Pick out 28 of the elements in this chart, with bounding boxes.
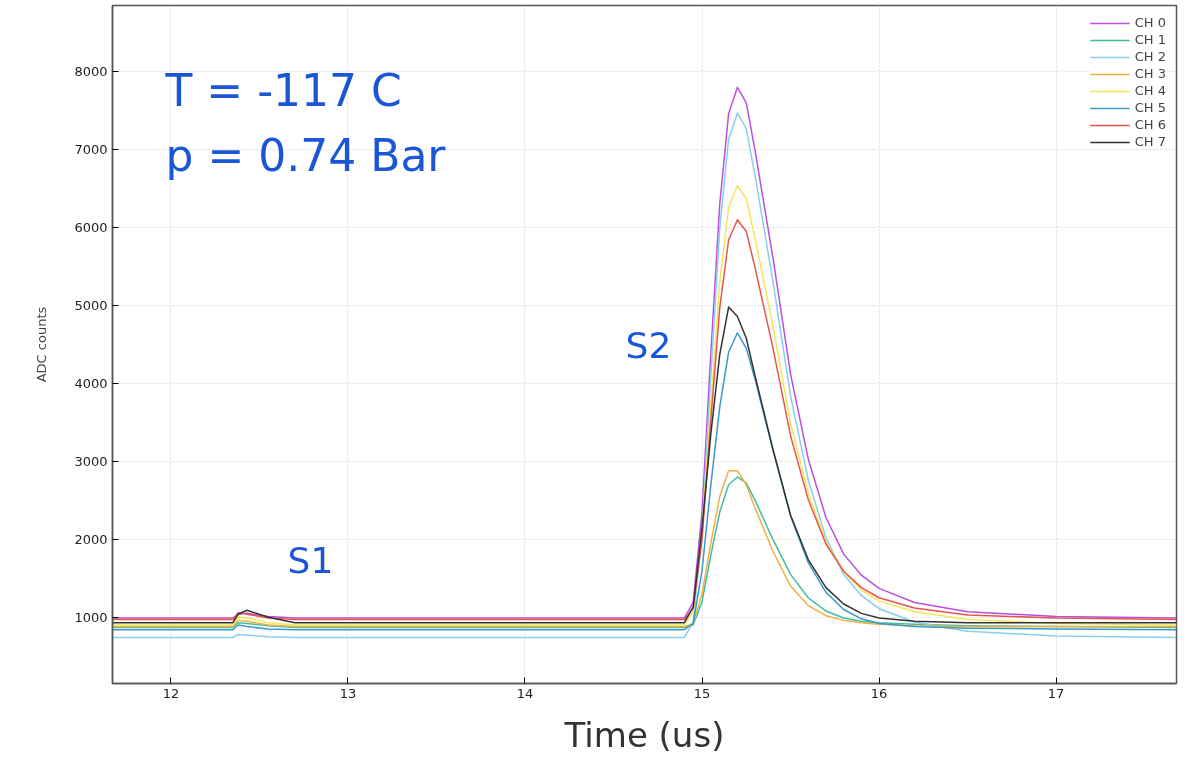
- y-tick-label: 8000: [74, 64, 108, 80]
- y-tick-label: 4000: [74, 375, 108, 391]
- x-axis-title: Time (us): [563, 714, 725, 755]
- legend-label: CH 2: [1134, 49, 1166, 64]
- annotation: T = -117 C: [164, 64, 402, 116]
- legend-label: CH 3: [1134, 66, 1166, 81]
- legend-label: CH 6: [1134, 117, 1166, 132]
- legend-label: CH 1: [1134, 32, 1166, 47]
- y-axis-title: ADC counts: [34, 306, 50, 383]
- annotation: S1: [287, 540, 334, 581]
- x-tick-label: 14: [516, 685, 534, 701]
- y-tick-label: 3000: [74, 453, 108, 469]
- legend-label: CH 4: [1134, 83, 1166, 98]
- legend-label: CH 7: [1134, 134, 1166, 149]
- y-tick-label: 5000: [74, 298, 108, 314]
- x-tick-label: 13: [339, 685, 357, 701]
- y-tick-label: 7000: [74, 142, 108, 158]
- y-tick-label: 1000: [74, 609, 108, 625]
- x-tick-label: 17: [1047, 685, 1065, 701]
- y-tick-label: 6000: [74, 220, 108, 236]
- x-tick-label: 16: [870, 685, 888, 701]
- y-tick-label: 2000: [74, 531, 108, 547]
- legend-label: CH 5: [1134, 100, 1166, 115]
- annotation: p = 0.74 Bar: [165, 129, 447, 181]
- x-tick-label: 12: [162, 685, 180, 701]
- x-tick-label: 15: [693, 685, 711, 701]
- legend-label: CH 0: [1134, 15, 1166, 30]
- annotation: S2: [625, 325, 672, 366]
